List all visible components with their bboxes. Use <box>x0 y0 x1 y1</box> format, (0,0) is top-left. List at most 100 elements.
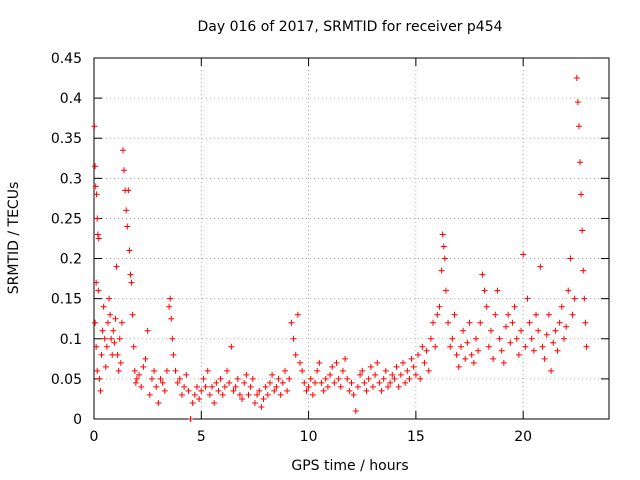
data-point <box>213 379 220 386</box>
data-point <box>327 371 334 378</box>
data-point <box>464 339 471 346</box>
data-point <box>200 375 207 382</box>
data-point <box>94 231 101 238</box>
data-point <box>545 311 552 318</box>
data-point <box>567 255 574 262</box>
data-point <box>234 375 241 382</box>
x-tick-label: 20 <box>514 429 532 445</box>
data-point <box>260 395 267 402</box>
data-point <box>541 355 548 362</box>
data-point <box>436 303 443 310</box>
data-point <box>144 327 151 334</box>
data-point <box>166 303 173 310</box>
data-point <box>571 295 578 302</box>
data-point <box>548 367 555 374</box>
data-point <box>468 351 475 358</box>
y-tick-label: 0.1 <box>60 332 82 348</box>
data-point <box>359 367 366 374</box>
data-point <box>129 311 136 318</box>
data-point <box>292 351 299 358</box>
data-point <box>441 255 448 262</box>
data-point <box>271 387 278 394</box>
data-point <box>219 391 226 398</box>
data-point <box>172 367 179 374</box>
data-point <box>215 387 222 394</box>
data-point <box>412 371 419 378</box>
data-point <box>380 375 387 382</box>
data-point <box>284 387 291 394</box>
data-point <box>556 319 563 326</box>
y-tick-label: 0.45 <box>51 51 82 67</box>
data-point <box>543 331 550 338</box>
y-tick-label: 0.2 <box>60 252 82 268</box>
data-point <box>159 379 166 386</box>
data-point <box>322 375 329 382</box>
data-point <box>526 319 533 326</box>
data-point <box>417 375 424 382</box>
data-points <box>91 75 590 422</box>
data-point <box>391 375 398 382</box>
data-point <box>331 379 338 386</box>
x-tick-label: 5 <box>197 429 206 445</box>
data-point <box>123 207 130 214</box>
data-point <box>447 343 454 350</box>
data-point <box>410 363 417 370</box>
data-point <box>490 355 497 362</box>
data-point <box>316 359 323 366</box>
data-point <box>151 367 158 374</box>
data-point <box>103 343 110 350</box>
data-point <box>97 387 104 394</box>
data-point <box>528 335 535 342</box>
data-point <box>312 379 319 386</box>
data-point <box>94 367 101 374</box>
data-point <box>104 319 111 326</box>
data-point <box>217 375 224 382</box>
data-point <box>95 235 102 242</box>
data-point <box>372 371 379 378</box>
data-point <box>269 371 276 378</box>
data-point <box>286 375 293 382</box>
data-point <box>95 287 102 294</box>
data-point <box>155 399 162 406</box>
data-point <box>485 343 492 350</box>
data-point <box>251 399 258 406</box>
data-point <box>535 327 542 334</box>
data-point <box>354 383 361 390</box>
data-point <box>453 351 460 358</box>
data-point <box>451 311 458 318</box>
data-point <box>509 319 516 326</box>
data-point <box>577 159 584 166</box>
data-point <box>460 327 467 334</box>
x-tick-label: 15 <box>407 429 425 445</box>
data-point <box>294 311 301 318</box>
data-point <box>161 387 168 394</box>
data-point <box>365 375 372 382</box>
data-point <box>169 335 176 342</box>
data-point <box>168 315 175 322</box>
data-point <box>470 359 477 366</box>
data-point <box>138 383 145 390</box>
data-point <box>387 379 394 386</box>
data-point <box>477 319 484 326</box>
data-point <box>462 355 469 362</box>
data-point <box>232 383 239 390</box>
data-point <box>297 359 303 366</box>
data-point <box>578 191 585 198</box>
data-point <box>400 359 406 366</box>
data-point <box>402 379 409 386</box>
data-point <box>264 391 271 398</box>
y-tick-label: 0 <box>73 412 82 428</box>
data-point <box>475 347 482 354</box>
data-point <box>118 319 125 326</box>
data-point <box>111 339 118 346</box>
data-point <box>425 367 432 374</box>
data-point <box>430 319 437 326</box>
data-point <box>305 383 312 390</box>
data-point <box>239 395 246 402</box>
data-point <box>579 227 586 234</box>
data-point <box>98 351 105 358</box>
data-point <box>573 75 580 82</box>
data-point <box>406 375 413 382</box>
data-point <box>569 311 576 318</box>
